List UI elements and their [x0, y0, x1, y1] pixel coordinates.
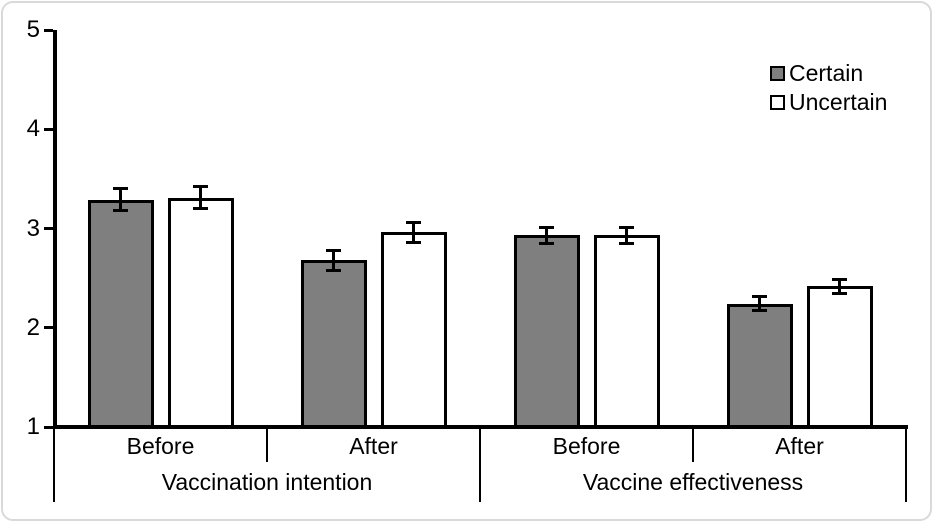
category-separator: [692, 429, 694, 462]
y-tick: [44, 326, 53, 329]
legend-label-uncertain: Uncertain: [789, 89, 888, 115]
error-bar-line: [332, 250, 335, 270]
error-bar-cap-top: [752, 295, 767, 298]
error-bar-cap-bottom: [326, 269, 341, 272]
category-label: Before: [552, 432, 621, 459]
error-bar-cap-top: [539, 226, 554, 229]
bar-vaccine-effectiveness-after-certain: [727, 304, 793, 429]
y-axis-line: [53, 30, 57, 429]
legend: Certain Uncertain: [770, 59, 887, 117]
error-bar-cap-top: [832, 278, 847, 281]
error-bar-cap-bottom: [406, 241, 421, 244]
legend-swatch-uncertain-icon: [770, 95, 785, 110]
group-label: Vaccination intention: [161, 468, 373, 495]
y-tick-label: 1: [26, 413, 40, 440]
error-bar-cap-top: [113, 187, 128, 190]
error-bar-cap-bottom: [539, 242, 554, 245]
category-separator: [53, 429, 55, 502]
legend-swatch-certain-icon: [770, 66, 785, 81]
category-label: After: [775, 432, 824, 459]
bar-vaccination-intention-after-certain: [301, 260, 367, 429]
y-tick: [44, 227, 53, 230]
x-axis-line: [53, 425, 908, 429]
y-tick-label: 4: [26, 115, 40, 142]
error-bar-cap-bottom: [193, 207, 208, 210]
legend-item-uncertain: Uncertain: [770, 88, 887, 117]
y-tick-label: 2: [26, 314, 40, 341]
error-bar-line: [119, 189, 122, 211]
y-tick: [44, 426, 53, 429]
error-bar-line: [545, 228, 548, 244]
bar-vaccine-effectiveness-before-certain: [514, 235, 580, 429]
group-label: Vaccine effectiveness: [582, 468, 804, 495]
bar-vaccination-intention-before-uncertain: [168, 198, 234, 429]
error-bar-line: [412, 223, 415, 243]
bar-vaccination-intention-after-uncertain: [381, 232, 447, 429]
error-bar-cap-bottom: [752, 309, 767, 312]
error-bar-cap-top: [406, 221, 421, 224]
legend-label-certain: Certain: [789, 60, 864, 86]
y-tick-label: 5: [26, 16, 40, 43]
y-tick: [44, 29, 53, 32]
category-label: Before: [126, 432, 195, 459]
category-separator: [479, 429, 481, 502]
error-bar-line: [199, 187, 202, 209]
error-bar-cap-top: [326, 249, 341, 252]
error-bar-line: [838, 279, 841, 293]
bar-vaccine-effectiveness-before-uncertain: [594, 235, 660, 429]
category-separator: [905, 429, 907, 502]
error-bar-cap-top: [619, 226, 634, 229]
error-bar-cap-bottom: [619, 242, 634, 245]
error-bar-cap-bottom: [832, 292, 847, 295]
bar-vaccine-effectiveness-after-uncertain: [807, 286, 873, 429]
bar-vaccination-intention-before-certain: [88, 200, 154, 429]
y-tick: [44, 128, 53, 131]
error-bar-cap-bottom: [113, 209, 128, 212]
error-bar-cap-top: [193, 185, 208, 188]
legend-item-certain: Certain: [770, 59, 887, 88]
error-bar-line: [625, 228, 628, 244]
category-label: After: [349, 432, 398, 459]
y-tick-label: 3: [26, 215, 40, 242]
category-separator: [266, 429, 268, 462]
error-bar-line: [758, 297, 761, 311]
